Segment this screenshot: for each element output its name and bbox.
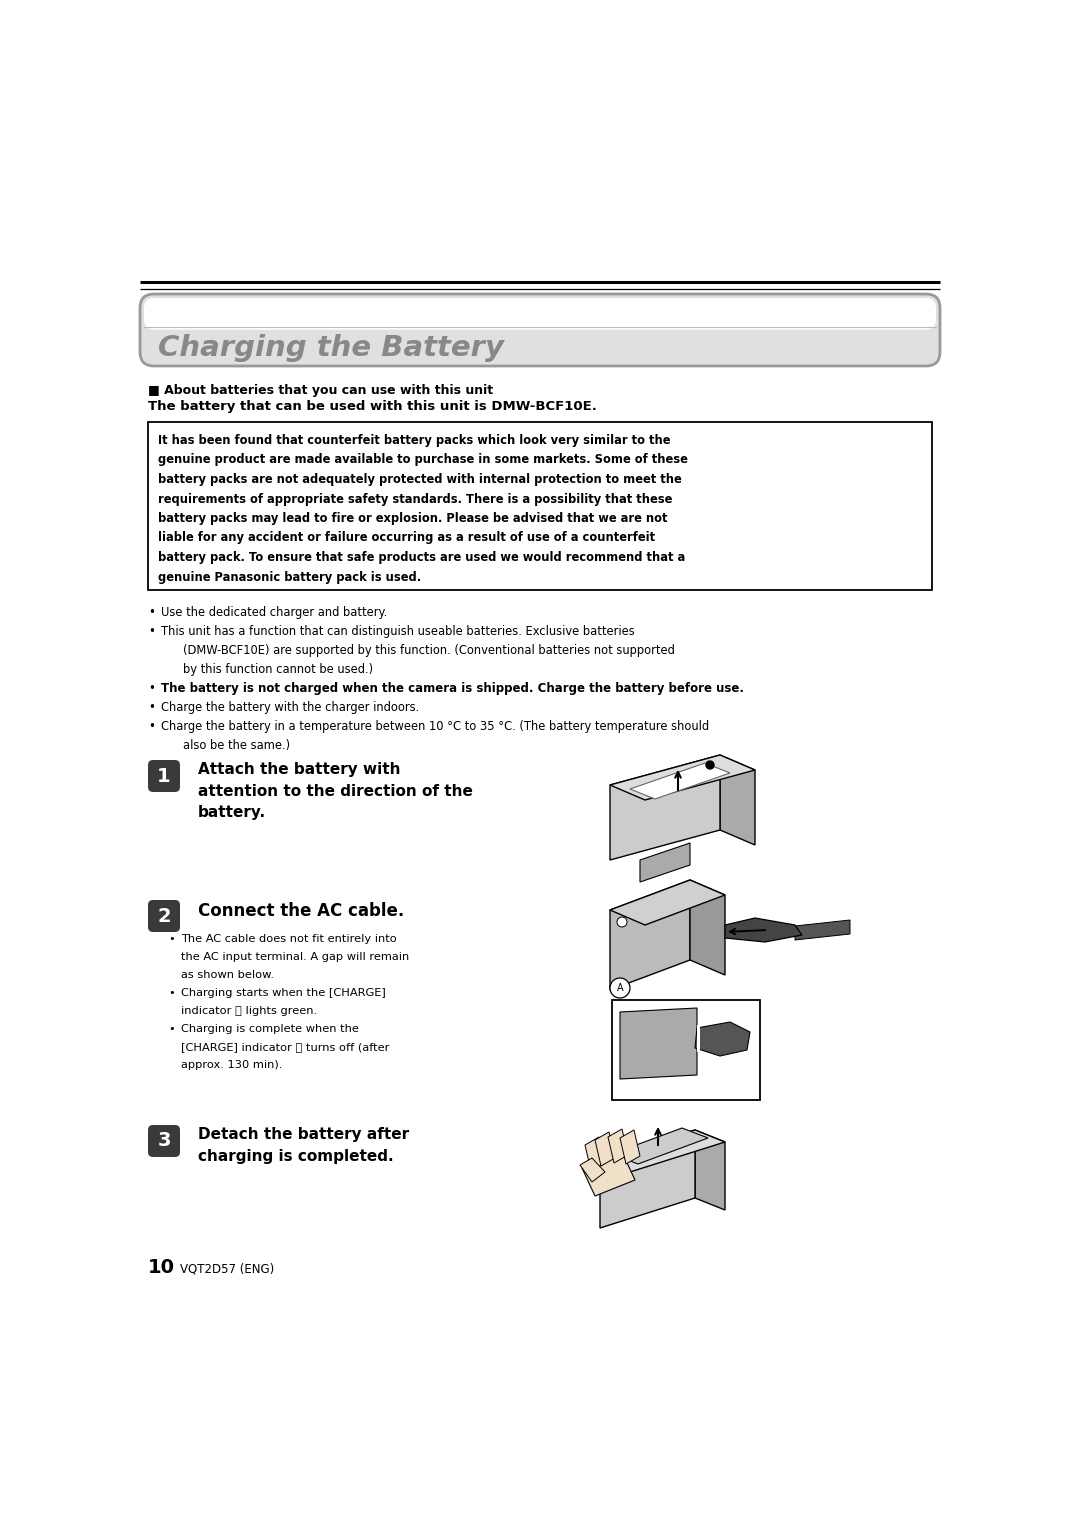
- Text: 2: 2: [158, 906, 171, 925]
- Polygon shape: [640, 842, 690, 882]
- Polygon shape: [610, 881, 690, 990]
- Polygon shape: [725, 919, 802, 942]
- Text: It has been found that counterfeit battery packs which look very similar to the: It has been found that counterfeit batte…: [158, 433, 671, 447]
- Polygon shape: [600, 1129, 696, 1228]
- Text: ■ About batteries that you can use with this unit: ■ About batteries that you can use with …: [148, 385, 494, 397]
- FancyBboxPatch shape: [140, 295, 940, 366]
- Text: The battery is not charged when the camera is shipped. Charge the battery before: The battery is not charged when the came…: [161, 682, 744, 694]
- Text: Connect the AC cable.: Connect the AC cable.: [198, 902, 404, 920]
- Polygon shape: [697, 1025, 700, 1051]
- Polygon shape: [620, 1129, 640, 1164]
- Polygon shape: [795, 920, 850, 940]
- Text: 10: 10: [148, 1257, 175, 1277]
- Circle shape: [617, 917, 627, 926]
- Polygon shape: [696, 1022, 750, 1056]
- Polygon shape: [595, 1132, 615, 1166]
- Polygon shape: [620, 1009, 697, 1079]
- Text: Detach the battery after
charging is completed.: Detach the battery after charging is com…: [198, 1128, 409, 1164]
- Bar: [148, 423, 932, 591]
- Text: •: •: [168, 1024, 175, 1035]
- Text: Use the dedicated charger and battery.: Use the dedicated charger and battery.: [161, 606, 388, 620]
- Text: genuine product are made available to purchase in some markets. Some of these: genuine product are made available to pu…: [158, 453, 688, 467]
- Text: Charging is complete when the: Charging is complete when the: [181, 1024, 359, 1035]
- Text: The battery that can be used with this unit is DMW-BCF10E.: The battery that can be used with this u…: [148, 400, 597, 414]
- Polygon shape: [582, 1152, 635, 1196]
- Text: •: •: [148, 606, 154, 620]
- Polygon shape: [630, 763, 730, 800]
- Text: •: •: [168, 934, 175, 945]
- Text: Charge the battery with the charger indoors.: Charge the battery with the charger indo…: [161, 700, 419, 714]
- Text: •: •: [148, 682, 154, 694]
- Polygon shape: [580, 1158, 605, 1183]
- Bar: [612, 1000, 760, 1100]
- Polygon shape: [610, 755, 755, 800]
- Text: Attach the battery with
attention to the direction of the
battery.: Attach the battery with attention to the…: [198, 761, 473, 819]
- Text: A: A: [617, 983, 623, 993]
- Text: (DMW-BCF10E) are supported by this function. (Conventional batteries not support: (DMW-BCF10E) are supported by this funct…: [183, 644, 675, 658]
- Text: [CHARGE] indicator Ⓐ turns off (after: [CHARGE] indicator Ⓐ turns off (after: [181, 1042, 390, 1051]
- Polygon shape: [610, 755, 720, 861]
- Polygon shape: [610, 881, 725, 925]
- Text: the AC input terminal. A gap will remain: the AC input terminal. A gap will remain: [181, 952, 409, 961]
- Text: VQT2D57 (ENG): VQT2D57 (ENG): [180, 1262, 274, 1276]
- Text: 1: 1: [158, 766, 171, 786]
- Text: genuine Panasonic battery pack is used.: genuine Panasonic battery pack is used.: [158, 571, 421, 583]
- Text: •: •: [148, 626, 154, 638]
- Text: •: •: [168, 987, 175, 998]
- Text: indicator Ⓐ lights green.: indicator Ⓐ lights green.: [181, 1006, 318, 1016]
- Text: •: •: [148, 700, 154, 714]
- Text: by this function cannot be used.): by this function cannot be used.): [183, 662, 373, 676]
- Polygon shape: [690, 881, 725, 975]
- Text: liable for any accident or failure occurring as a result of use of a counterfeit: liable for any accident or failure occur…: [158, 531, 656, 545]
- FancyBboxPatch shape: [148, 1125, 180, 1157]
- Text: also be the same.): also be the same.): [183, 739, 291, 752]
- Text: requirements of appropriate safety standards. There is a possibility that these: requirements of appropriate safety stand…: [158, 493, 673, 505]
- Polygon shape: [612, 1128, 708, 1164]
- Polygon shape: [720, 755, 755, 845]
- Text: as shown below.: as shown below.: [181, 971, 274, 980]
- Text: battery packs are not adequately protected with internal protection to meet the: battery packs are not adequately protect…: [158, 473, 681, 485]
- Text: 3: 3: [158, 1131, 171, 1151]
- Text: Charging the Battery: Charging the Battery: [158, 334, 504, 362]
- Text: Charge the battery in a temperature between 10 °C to 35 °C. (The battery tempera: Charge the battery in a temperature betw…: [161, 720, 710, 732]
- FancyBboxPatch shape: [148, 900, 180, 932]
- Polygon shape: [608, 1129, 627, 1163]
- Text: approx. 130 min).: approx. 130 min).: [181, 1061, 282, 1070]
- Text: •: •: [148, 720, 154, 732]
- Circle shape: [706, 761, 714, 769]
- FancyBboxPatch shape: [148, 760, 180, 792]
- Circle shape: [610, 978, 630, 998]
- Text: The AC cable does not fit entirely into: The AC cable does not fit entirely into: [181, 934, 396, 945]
- FancyBboxPatch shape: [144, 298, 936, 330]
- Polygon shape: [585, 1137, 605, 1170]
- Text: battery pack. To ensure that safe products are used we would recommend that a: battery pack. To ensure that safe produc…: [158, 551, 685, 565]
- Text: battery packs may lead to fire or explosion. Please be advised that we are not: battery packs may lead to fire or explos…: [158, 513, 667, 525]
- Polygon shape: [600, 1129, 725, 1172]
- Polygon shape: [696, 1129, 725, 1210]
- Text: This unit has a function that can distinguish useable batteries. Exclusive batte: This unit has a function that can distin…: [161, 626, 635, 638]
- Text: Charging starts when the [CHARGE]: Charging starts when the [CHARGE]: [181, 987, 386, 998]
